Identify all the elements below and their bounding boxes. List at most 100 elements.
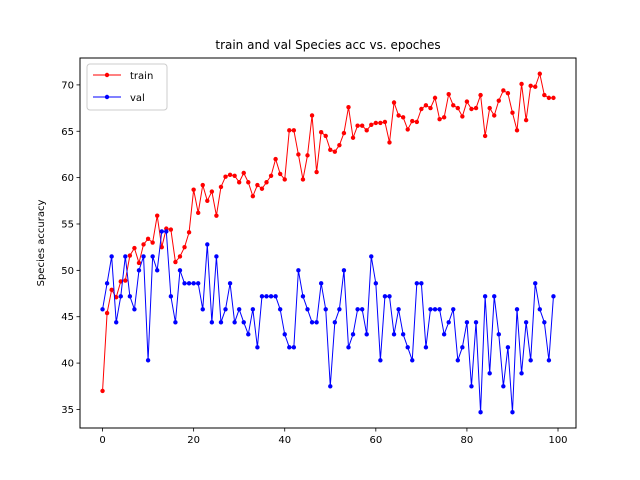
data-point-train (114, 295, 119, 300)
data-point-val (323, 307, 328, 312)
data-point-val (341, 268, 347, 273)
y-tick-label: 65 (61, 127, 74, 138)
data-point-val (337, 307, 342, 312)
data-point-val (533, 281, 538, 286)
data-point-val (369, 254, 374, 259)
data-point-train (514, 128, 520, 133)
data-point-val (191, 281, 196, 286)
y-axis-ticks: 35 40 45 50 55 60 65 70 (61, 80, 80, 416)
data-point-val (236, 307, 242, 312)
data-point-train (482, 133, 488, 139)
data-point-train (414, 119, 420, 125)
data-point-val (423, 345, 429, 350)
data-point-val (473, 320, 479, 325)
data-point-val (159, 229, 164, 234)
data-point-train (277, 171, 283, 177)
data-point-val (186, 281, 192, 286)
data-point-val (510, 410, 515, 415)
data-point-val (551, 294, 556, 299)
data-point-val (387, 294, 392, 299)
data-point-train (264, 180, 269, 185)
data-point-val (501, 384, 506, 389)
data-point-train (227, 172, 233, 178)
data-point-train (186, 230, 192, 235)
data-point-val (318, 281, 324, 286)
data-point-train (209, 189, 215, 194)
data-point-val (305, 307, 310, 312)
data-point-train (551, 95, 556, 101)
legend-label-train: train (130, 71, 153, 82)
data-point-val (414, 281, 420, 286)
data-point-val (150, 254, 155, 259)
data-point-val (218, 320, 224, 325)
y-tick-label: 40 (61, 359, 74, 370)
data-point-train (236, 180, 242, 185)
data-point-train (145, 236, 151, 242)
series-layer (100, 71, 556, 415)
y-tick-label: 70 (61, 80, 74, 91)
data-point-train (378, 120, 383, 126)
data-point-val (355, 307, 360, 312)
data-point-train (259, 186, 265, 191)
data-point-val (542, 320, 547, 325)
data-point-val (232, 320, 237, 325)
legend-marker-val (104, 94, 110, 100)
data-point-val (364, 332, 369, 337)
data-point-val (195, 281, 201, 286)
data-point-train (123, 278, 128, 283)
data-point-val (378, 358, 383, 363)
x-tick-label: 100 (548, 435, 567, 446)
data-point-val (177, 268, 183, 273)
data-point-train (250, 193, 256, 199)
chart-title: train and val Species acc vs. epoches (215, 38, 440, 52)
data-point-val (250, 307, 256, 312)
data-point-val (296, 268, 301, 273)
data-point-val (300, 294, 306, 299)
data-point-val (523, 320, 529, 325)
data-point-val (382, 294, 388, 299)
data-point-train (432, 95, 438, 101)
x-tick-label: 0 (99, 435, 105, 446)
data-point-val (478, 410, 483, 415)
data-point-train (273, 156, 278, 162)
data-point-val (273, 294, 278, 299)
data-point-train (173, 259, 178, 265)
data-point-val (136, 268, 142, 273)
data-point-val (141, 254, 146, 259)
data-point-train (232, 173, 237, 178)
data-point-val (291, 345, 297, 350)
data-point-train (355, 123, 360, 128)
data-point-val (114, 320, 119, 325)
data-point-val (268, 294, 274, 299)
data-point-train (255, 182, 260, 188)
data-point-val (391, 332, 397, 337)
data-point-train (141, 242, 146, 247)
data-point-val (505, 345, 511, 350)
data-point-val (155, 268, 160, 273)
data-point-train (341, 130, 347, 136)
data-point-train (287, 128, 292, 133)
data-point-train (350, 135, 356, 140)
data-point-train (150, 240, 155, 245)
data-point-val (482, 294, 488, 299)
data-point-train (332, 149, 338, 154)
data-point-val (255, 345, 260, 350)
y-tick-label: 50 (61, 266, 74, 277)
data-point-train (505, 91, 511, 96)
data-point-train (337, 142, 342, 148)
data-point-val (259, 294, 265, 299)
data-point-val (264, 294, 269, 299)
data-point-train (246, 180, 251, 185)
data-point-train (423, 103, 429, 108)
data-point-train (478, 92, 483, 98)
x-axis-ticks: 0 20 40 60 80 100 (99, 428, 568, 446)
data-point-val (227, 281, 233, 286)
data-point-val (100, 307, 105, 312)
data-point-train (369, 122, 374, 127)
data-point-val (528, 358, 533, 363)
data-point-train (487, 105, 492, 111)
data-point-val (145, 358, 151, 363)
data-point-val (173, 320, 178, 325)
data-point-train (318, 129, 324, 135)
data-point-train (419, 106, 424, 112)
